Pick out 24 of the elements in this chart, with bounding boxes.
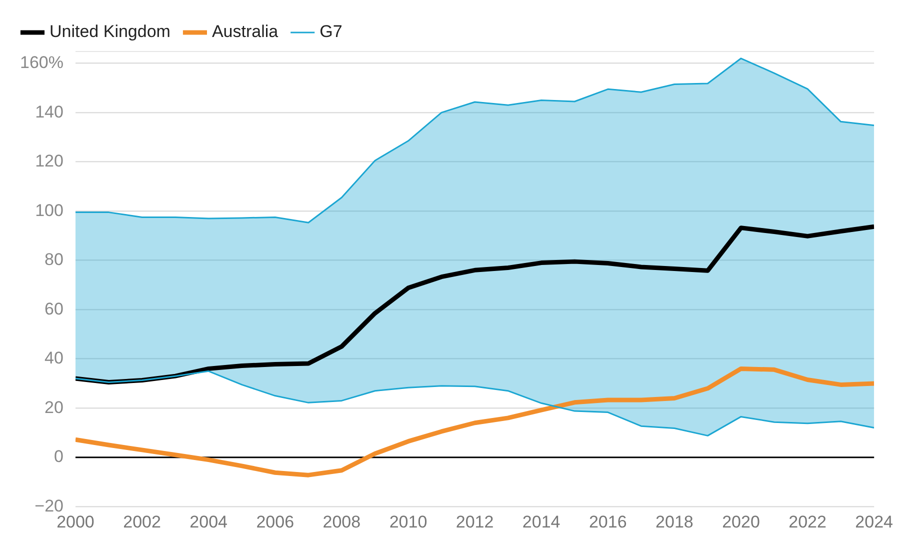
- y-tick-label: 160%: [20, 53, 64, 72]
- x-tick-label: 2014: [522, 512, 560, 532]
- y-tick-label: 20: [44, 398, 64, 417]
- legend-label: G7: [320, 22, 342, 42]
- y-tick-label: 0: [54, 447, 64, 466]
- x-tick-label: 2006: [256, 512, 294, 532]
- y-tick-label: 120: [35, 152, 64, 171]
- y-tick-label: 80: [44, 250, 64, 270]
- y-tick-label: 60: [44, 299, 64, 318]
- y-tick-label: 140: [35, 102, 64, 122]
- legend-label: United Kingdom: [50, 22, 170, 42]
- y-tick-label: 40: [44, 348, 64, 368]
- x-tick-label: 2024: [855, 512, 894, 532]
- legend-label: Australia: [212, 22, 279, 42]
- y-tick-label: 100: [35, 200, 64, 220]
- x-tick-label: 2022: [788, 512, 826, 532]
- x-tick-label: 2002: [123, 512, 161, 532]
- x-tick-label: 2016: [588, 512, 627, 532]
- x-tick-label: 2012: [456, 512, 494, 532]
- x-tick-label: 2004: [190, 512, 228, 532]
- x-tick-label: 2008: [322, 512, 361, 532]
- x-tick-label: 2010: [389, 512, 428, 532]
- x-tick-label: 2020: [722, 512, 760, 532]
- x-tick-label: 2018: [656, 512, 694, 532]
